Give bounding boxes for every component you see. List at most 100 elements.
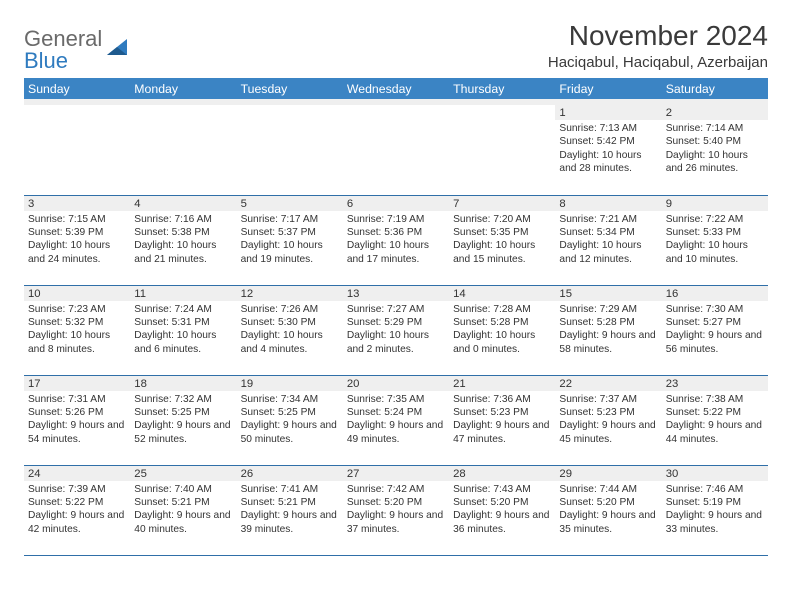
day-content: Sunrise: 7:35 AMSunset: 5:24 PMDaylight:… xyxy=(343,391,449,451)
day-content: Sunrise: 7:22 AMSunset: 5:33 PMDaylight:… xyxy=(662,211,768,271)
day-content: Sunrise: 7:40 AMSunset: 5:21 PMDaylight:… xyxy=(130,481,236,541)
day-cell: 5Sunrise: 7:17 AMSunset: 5:37 PMDaylight… xyxy=(237,195,343,285)
day-content: Sunrise: 7:46 AMSunset: 5:19 PMDaylight:… xyxy=(662,481,768,541)
day-cell: 25Sunrise: 7:40 AMSunset: 5:21 PMDayligh… xyxy=(130,465,236,555)
day-number: 23 xyxy=(662,376,768,391)
day-number: 20 xyxy=(343,376,449,391)
day-number: 2 xyxy=(662,105,768,120)
day-content: Sunrise: 7:24 AMSunset: 5:31 PMDaylight:… xyxy=(130,301,236,361)
calendar-page: General Blue November 2024 Haciqabul, Ha… xyxy=(0,0,792,612)
logo-secondary: Blue xyxy=(24,50,102,72)
calendar-week-row: 1Sunrise: 7:13 AMSunset: 5:42 PMDaylight… xyxy=(24,105,768,195)
day-cell: 13Sunrise: 7:27 AMSunset: 5:29 PMDayligh… xyxy=(343,285,449,375)
day-cell: 22Sunrise: 7:37 AMSunset: 5:23 PMDayligh… xyxy=(555,375,661,465)
day-cell: 14Sunrise: 7:28 AMSunset: 5:28 PMDayligh… xyxy=(449,285,555,375)
day-content: Sunrise: 7:15 AMSunset: 5:39 PMDaylight:… xyxy=(24,211,130,271)
day-number: 26 xyxy=(237,466,343,481)
day-number: 29 xyxy=(555,466,661,481)
day-cell: 10Sunrise: 7:23 AMSunset: 5:32 PMDayligh… xyxy=(24,285,130,375)
day-content: Sunrise: 7:31 AMSunset: 5:26 PMDaylight:… xyxy=(24,391,130,451)
day-number: 9 xyxy=(662,196,768,211)
day-number: 25 xyxy=(130,466,236,481)
day-number: 24 xyxy=(24,466,130,481)
day-content: Sunrise: 7:19 AMSunset: 5:36 PMDaylight:… xyxy=(343,211,449,271)
day-number: 27 xyxy=(343,466,449,481)
day-content: Sunrise: 7:29 AMSunset: 5:28 PMDaylight:… xyxy=(555,301,661,361)
logo: General Blue xyxy=(24,28,131,72)
logo-primary: General xyxy=(24,28,102,50)
day-cell: 27Sunrise: 7:42 AMSunset: 5:20 PMDayligh… xyxy=(343,465,449,555)
calendar-table: SundayMondayTuesdayWednesdayThursdayFrid… xyxy=(24,78,768,556)
calendar-week-row: 3Sunrise: 7:15 AMSunset: 5:39 PMDaylight… xyxy=(24,195,768,285)
day-cell: 21Sunrise: 7:36 AMSunset: 5:23 PMDayligh… xyxy=(449,375,555,465)
day-cell: 9Sunrise: 7:22 AMSunset: 5:33 PMDaylight… xyxy=(662,195,768,285)
day-number: 8 xyxy=(555,196,661,211)
day-cell: 24Sunrise: 7:39 AMSunset: 5:22 PMDayligh… xyxy=(24,465,130,555)
day-content: Sunrise: 7:28 AMSunset: 5:28 PMDaylight:… xyxy=(449,301,555,361)
day-number: 30 xyxy=(662,466,768,481)
day-cell: 18Sunrise: 7:32 AMSunset: 5:25 PMDayligh… xyxy=(130,375,236,465)
day-content: Sunrise: 7:17 AMSunset: 5:37 PMDaylight:… xyxy=(237,211,343,271)
day-content: Sunrise: 7:26 AMSunset: 5:30 PMDaylight:… xyxy=(237,301,343,361)
sail-icon xyxy=(105,35,131,66)
day-number: 7 xyxy=(449,196,555,211)
day-number: 4 xyxy=(130,196,236,211)
day-cell: 30Sunrise: 7:46 AMSunset: 5:19 PMDayligh… xyxy=(662,465,768,555)
day-cell: 29Sunrise: 7:44 AMSunset: 5:20 PMDayligh… xyxy=(555,465,661,555)
weekday-header: Sunday xyxy=(24,78,130,99)
calendar-week-row: 24Sunrise: 7:39 AMSunset: 5:22 PMDayligh… xyxy=(24,465,768,555)
calendar-body: 1Sunrise: 7:13 AMSunset: 5:42 PMDaylight… xyxy=(24,99,768,555)
location-label: Haciqabul, Haciqabul, Azerbaijan xyxy=(548,54,768,71)
day-content: Sunrise: 7:44 AMSunset: 5:20 PMDaylight:… xyxy=(555,481,661,541)
day-number: 13 xyxy=(343,286,449,301)
day-number: 22 xyxy=(555,376,661,391)
day-cell: 23Sunrise: 7:38 AMSunset: 5:22 PMDayligh… xyxy=(662,375,768,465)
day-content: Sunrise: 7:21 AMSunset: 5:34 PMDaylight:… xyxy=(555,211,661,271)
empty-cell xyxy=(449,105,555,195)
day-content: Sunrise: 7:43 AMSunset: 5:20 PMDaylight:… xyxy=(449,481,555,541)
day-cell: 15Sunrise: 7:29 AMSunset: 5:28 PMDayligh… xyxy=(555,285,661,375)
day-content: Sunrise: 7:42 AMSunset: 5:20 PMDaylight:… xyxy=(343,481,449,541)
day-content: Sunrise: 7:36 AMSunset: 5:23 PMDaylight:… xyxy=(449,391,555,451)
day-number: 3 xyxy=(24,196,130,211)
day-cell: 11Sunrise: 7:24 AMSunset: 5:31 PMDayligh… xyxy=(130,285,236,375)
weekday-header: Friday xyxy=(555,78,661,99)
title-block: November 2024 Haciqabul, Haciqabul, Azer… xyxy=(548,20,768,71)
day-cell: 2Sunrise: 7:14 AMSunset: 5:40 PMDaylight… xyxy=(662,105,768,195)
day-content: Sunrise: 7:34 AMSunset: 5:25 PMDaylight:… xyxy=(237,391,343,451)
day-content: Sunrise: 7:30 AMSunset: 5:27 PMDaylight:… xyxy=(662,301,768,361)
day-number: 17 xyxy=(24,376,130,391)
day-content: Sunrise: 7:38 AMSunset: 5:22 PMDaylight:… xyxy=(662,391,768,451)
day-number: 1 xyxy=(555,105,661,120)
day-number: 6 xyxy=(343,196,449,211)
day-content: Sunrise: 7:27 AMSunset: 5:29 PMDaylight:… xyxy=(343,301,449,361)
day-number: 11 xyxy=(130,286,236,301)
day-number: 12 xyxy=(237,286,343,301)
day-number: 28 xyxy=(449,466,555,481)
day-cell: 16Sunrise: 7:30 AMSunset: 5:27 PMDayligh… xyxy=(662,285,768,375)
weekday-header: Tuesday xyxy=(237,78,343,99)
day-number: 5 xyxy=(237,196,343,211)
weekday-header: Wednesday xyxy=(343,78,449,99)
calendar-thead: SundayMondayTuesdayWednesdayThursdayFrid… xyxy=(24,78,768,99)
empty-cell xyxy=(24,105,130,195)
day-content: Sunrise: 7:14 AMSunset: 5:40 PMDaylight:… xyxy=(662,120,768,180)
weekday-header: Thursday xyxy=(449,78,555,99)
day-cell: 8Sunrise: 7:21 AMSunset: 5:34 PMDaylight… xyxy=(555,195,661,285)
day-cell: 17Sunrise: 7:31 AMSunset: 5:26 PMDayligh… xyxy=(24,375,130,465)
day-number: 19 xyxy=(237,376,343,391)
day-content: Sunrise: 7:16 AMSunset: 5:38 PMDaylight:… xyxy=(130,211,236,271)
weekday-header: Saturday xyxy=(662,78,768,99)
calendar-week-row: 10Sunrise: 7:23 AMSunset: 5:32 PMDayligh… xyxy=(24,285,768,375)
day-cell: 26Sunrise: 7:41 AMSunset: 5:21 PMDayligh… xyxy=(237,465,343,555)
weekday-header: Monday xyxy=(130,78,236,99)
day-cell: 4Sunrise: 7:16 AMSunset: 5:38 PMDaylight… xyxy=(130,195,236,285)
day-content: Sunrise: 7:32 AMSunset: 5:25 PMDaylight:… xyxy=(130,391,236,451)
day-cell: 6Sunrise: 7:19 AMSunset: 5:36 PMDaylight… xyxy=(343,195,449,285)
day-number: 10 xyxy=(24,286,130,301)
empty-cell xyxy=(343,105,449,195)
day-cell: 28Sunrise: 7:43 AMSunset: 5:20 PMDayligh… xyxy=(449,465,555,555)
day-number: 18 xyxy=(130,376,236,391)
day-content: Sunrise: 7:23 AMSunset: 5:32 PMDaylight:… xyxy=(24,301,130,361)
weekday-row: SundayMondayTuesdayWednesdayThursdayFrid… xyxy=(24,78,768,99)
